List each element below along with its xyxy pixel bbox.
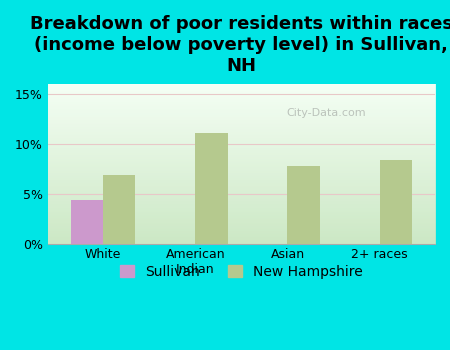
- Bar: [71, 200, 103, 244]
- Legend: Sullivan, New Hampshire: Sullivan, New Hampshire: [115, 259, 368, 285]
- Title: Breakdown of poor residents within races
(income below poverty level) in Sulliva: Breakdown of poor residents within races…: [30, 15, 450, 75]
- Bar: [288, 166, 320, 244]
- Bar: [380, 160, 412, 244]
- Bar: [195, 133, 228, 244]
- Text: City-Data.com: City-Data.com: [287, 108, 366, 118]
- Bar: [103, 175, 135, 244]
